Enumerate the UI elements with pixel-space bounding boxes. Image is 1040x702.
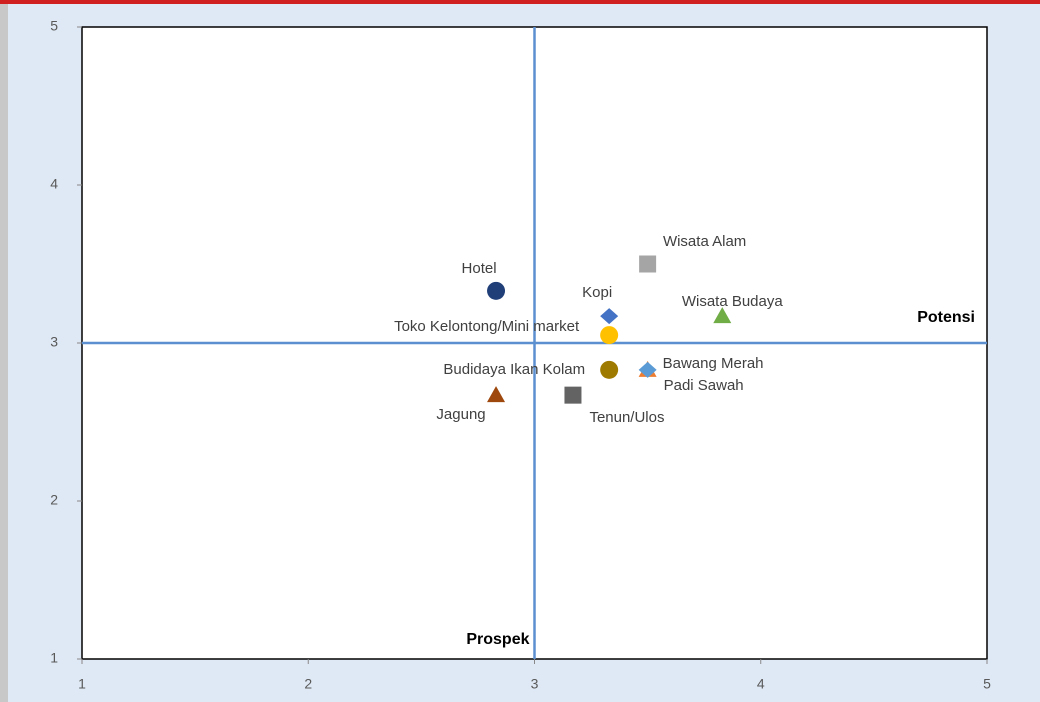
point-label: Jagung xyxy=(436,406,485,423)
y-tick-label: 4 xyxy=(50,176,58,192)
potensi-label: Potensi xyxy=(917,309,975,326)
point-label: Hotel xyxy=(462,260,497,277)
y-tick-label: 5 xyxy=(50,18,58,34)
point-label: Tenun/Ulos xyxy=(589,409,664,426)
point xyxy=(487,386,506,403)
point-label: Kopi xyxy=(582,284,612,301)
x-tick-label: 3 xyxy=(531,676,539,692)
point xyxy=(600,308,619,325)
point xyxy=(600,360,619,379)
point-label: Padi Sawah xyxy=(664,377,744,394)
point xyxy=(564,386,582,404)
point-label: Bawang Merah xyxy=(663,355,764,372)
point-label: Toko Kelontong/Mini market xyxy=(394,318,580,335)
point-label: Wisata Budaya xyxy=(682,293,784,310)
point-label: Wisata Alam xyxy=(663,233,746,250)
point xyxy=(713,307,732,324)
point xyxy=(487,281,506,300)
left-bar xyxy=(0,4,8,702)
prospek-label: Prospek xyxy=(466,631,529,648)
x-tick-label: 4 xyxy=(757,676,765,692)
x-tick-label: 2 xyxy=(304,676,312,692)
y-tick-label: 2 xyxy=(50,492,58,508)
top-bar xyxy=(0,0,1040,4)
point xyxy=(600,326,619,345)
x-tick-label: 5 xyxy=(983,676,991,692)
point-label: Budidaya Ikan Kolam xyxy=(443,361,585,378)
point xyxy=(639,255,657,273)
point xyxy=(638,361,657,378)
y-tick-label: 1 xyxy=(50,650,58,666)
x-tick-label: 1 xyxy=(78,676,86,692)
y-tick-label: 3 xyxy=(50,334,58,350)
